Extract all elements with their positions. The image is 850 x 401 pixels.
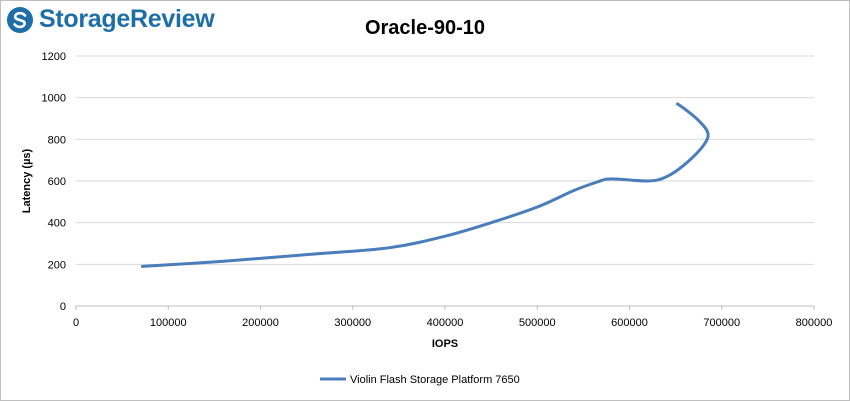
storagereview-logo-icon <box>7 6 33 33</box>
x-tick-label: 100000 <box>150 317 187 329</box>
brand-name: StorageReview <box>39 5 215 33</box>
y-tick-label: 200 <box>48 259 66 271</box>
y-tick-label: 1000 <box>42 93 66 105</box>
y-tick-label: 600 <box>48 176 66 188</box>
x-tick-label: 700000 <box>703 317 740 329</box>
axes <box>75 305 815 310</box>
x-tick-label: 400000 <box>427 317 464 329</box>
y-axis-label: Latency (µs) <box>21 148 33 213</box>
x-tick-label: 800000 <box>796 317 833 329</box>
x-tick-label: 200000 <box>242 317 279 329</box>
legend: Violin Flash Storage Platform 7650 <box>320 374 520 386</box>
legend-label: Violin Flash Storage Platform 7650 <box>350 374 520 386</box>
x-tick-label: 500000 <box>519 317 556 329</box>
y-tick-label: 400 <box>48 218 66 230</box>
y-tick-label: 0 <box>60 301 66 313</box>
x-tick-label: 600000 <box>611 317 648 329</box>
x-tick-label: 300000 <box>334 317 371 329</box>
x-axis-label: IOPS <box>432 338 458 350</box>
gridlines <box>76 55 814 265</box>
y-tick-label: 1200 <box>42 51 66 63</box>
x-tick-label: 0 <box>73 317 79 329</box>
tick-labels: 0 200 400 600 800 1000 1200 0 100000 200000 300000… <box>42 51 833 329</box>
series <box>140 102 710 268</box>
chart-title: Oracle-90-10 <box>365 17 485 39</box>
storagereview-logo: StorageReview <box>6 5 215 34</box>
series-line <box>140 102 710 268</box>
y-tick-label: 800 <box>48 134 66 146</box>
